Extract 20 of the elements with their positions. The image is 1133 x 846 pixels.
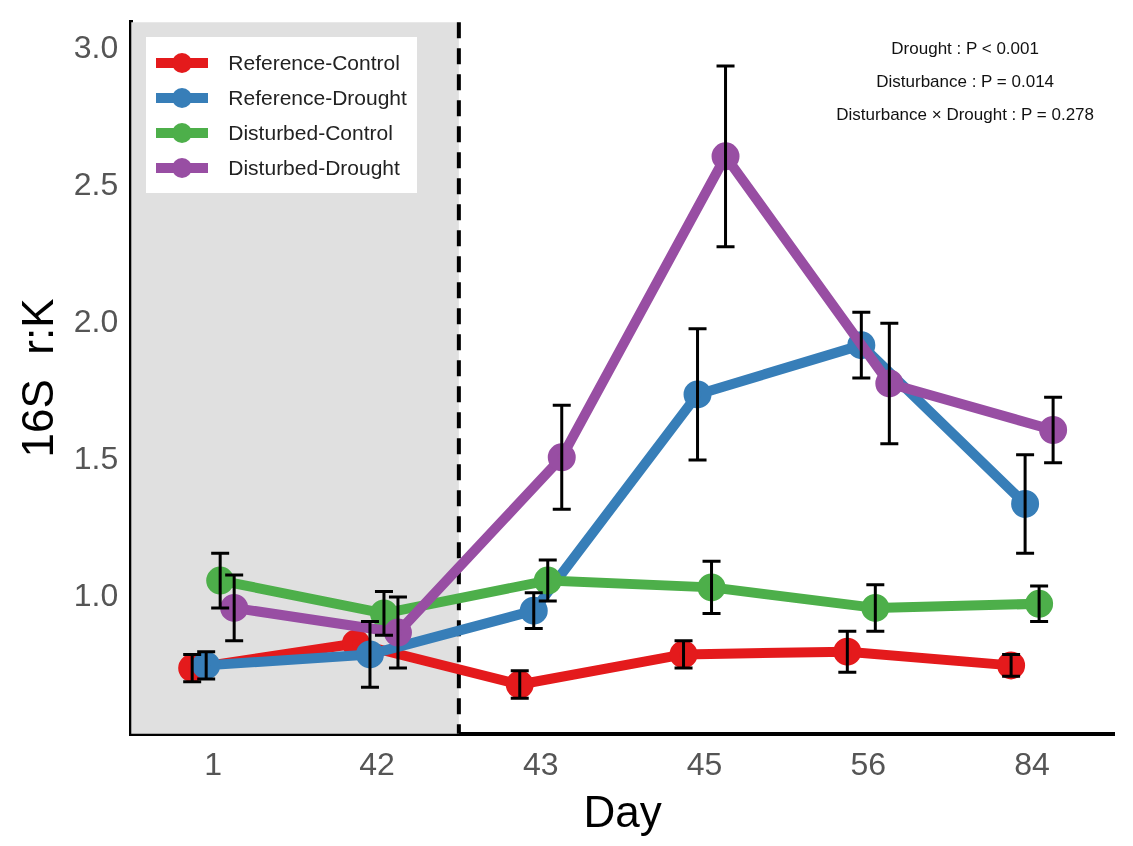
annotation: Drought : P < 0.001 — [890, 38, 1040, 61]
annotation: Disturbance × Drought : P = 0.278 — [836, 104, 1094, 127]
y-tick-label: 1.5 — [73, 439, 119, 476]
x-tick-label: 42 — [359, 745, 395, 782]
x-tick-label: 56 — [850, 745, 887, 782]
y-tick-label: 3.0 — [73, 29, 119, 66]
legend-label: Disturbed-Drought — [228, 155, 400, 180]
x-axis-title: Day — [583, 786, 662, 836]
annotation: Disturbance : P = 0.014 — [875, 71, 1056, 94]
y-tick-label: 2.0 — [73, 303, 119, 340]
x-tick-label: 45 — [686, 745, 723, 782]
legend-label: Reference-Control — [228, 50, 400, 75]
x-tick-label: 1 — [204, 745, 223, 782]
legend-label: Reference-Drought — [228, 85, 407, 110]
y-axis-title: 16S r:K — [12, 298, 62, 458]
y-tick-label: 2.5 — [73, 166, 119, 203]
y-tick-label: 1.0 — [73, 576, 119, 613]
legend-label: Disturbed-Control — [228, 120, 393, 145]
x-tick-label: 43 — [522, 745, 559, 782]
x-tick-label: 84 — [1014, 745, 1050, 782]
